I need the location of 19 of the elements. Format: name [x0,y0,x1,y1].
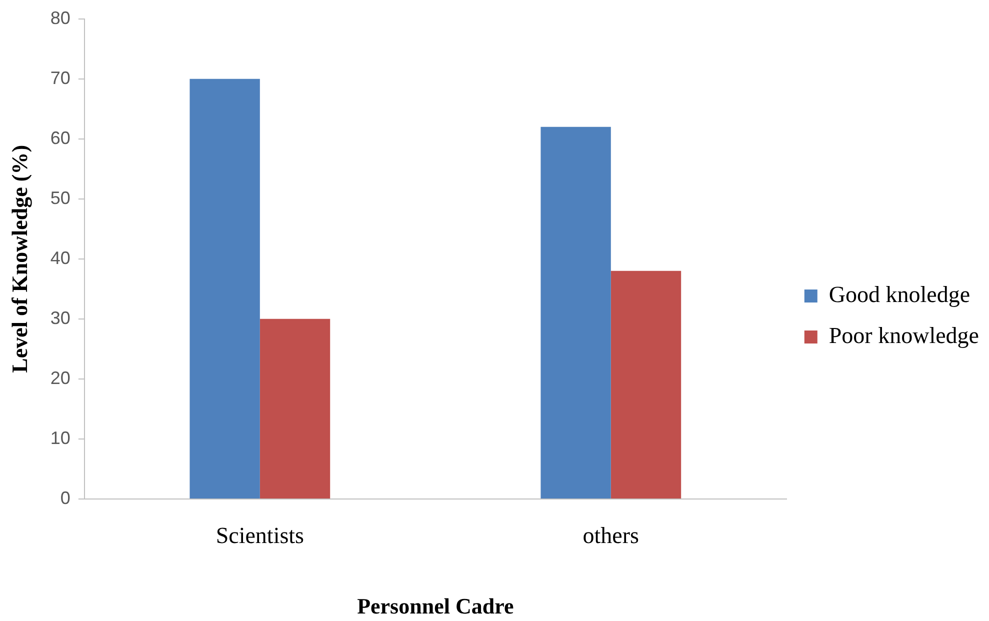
y-tick-label: 10 [50,428,70,448]
bar [260,318,330,498]
y-tick-label: 70 [50,68,70,88]
y-tick-label: 0 [60,488,70,508]
y-tick-label: 20 [50,368,70,388]
x-tick-label: others [582,522,640,548]
y-tick-label: 60 [50,128,70,148]
y-tick-label: 80 [50,8,70,28]
x-axis-title: Personnel Cadre [357,593,514,618]
legend-label: Good knoledge [828,282,970,308]
y-axis-title: Level of Knowledge (%) [6,144,32,373]
bar [190,78,260,498]
x-tick-label: Scientists [216,522,304,548]
legend-label: Poor knowledge [828,323,980,348]
y-tick-label: 50 [50,188,70,208]
bar [540,126,611,498]
y-tick-label: 40 [50,248,70,268]
bar [610,270,682,498]
y-tick-label: 30 [50,308,70,328]
